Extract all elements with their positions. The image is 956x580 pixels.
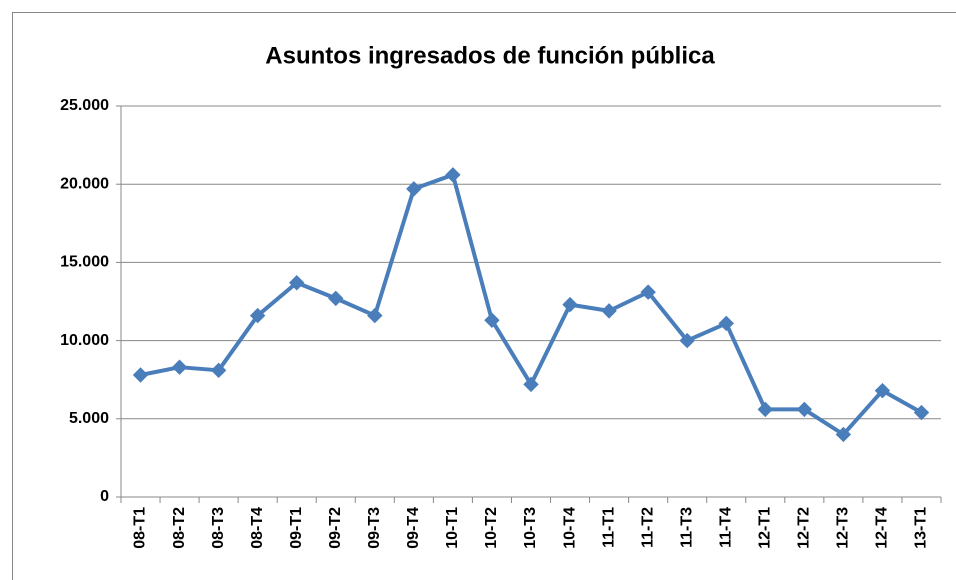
marker bbox=[171, 359, 188, 375]
x-tick-label: 08-T3 bbox=[210, 507, 227, 549]
marker bbox=[757, 401, 773, 418]
marker bbox=[601, 303, 617, 319]
x-tick-label: 08-T2 bbox=[171, 507, 188, 549]
x-tick-label: 10-T4 bbox=[561, 507, 578, 549]
marker bbox=[210, 362, 227, 379]
x-tick-label: 10-T3 bbox=[522, 507, 539, 549]
marker bbox=[367, 307, 383, 324]
marker bbox=[445, 167, 461, 183]
marker bbox=[249, 307, 266, 324]
y-tick-label: 10.000 bbox=[60, 332, 109, 349]
y-tick-label: 15.000 bbox=[60, 254, 109, 271]
marker bbox=[132, 367, 149, 383]
x-tick-label: 11-T2 bbox=[639, 507, 656, 548]
y-tick-label: 25.000 bbox=[60, 97, 109, 114]
x-tick-label: 08-T4 bbox=[249, 507, 266, 549]
y-tick-label: 0 bbox=[100, 488, 109, 505]
marker bbox=[835, 426, 852, 443]
x-tick-label: 10-T1 bbox=[444, 507, 461, 549]
x-tick-label: 11-T1 bbox=[600, 507, 617, 548]
marker bbox=[679, 332, 695, 349]
marker bbox=[913, 404, 930, 421]
x-tick-label: 13-T1 bbox=[913, 507, 930, 549]
x-tick-label: 12-T1 bbox=[757, 507, 774, 549]
x-tick-label: 09-T3 bbox=[366, 507, 383, 549]
marker bbox=[328, 290, 344, 307]
x-tick-label: 09-T1 bbox=[288, 507, 305, 549]
marker bbox=[796, 401, 813, 418]
x-tick-label: 12-T3 bbox=[835, 507, 852, 549]
x-tick-label: 11-T4 bbox=[717, 507, 734, 548]
marker bbox=[562, 296, 578, 313]
marker bbox=[289, 275, 305, 291]
marker bbox=[718, 315, 734, 332]
marker bbox=[874, 382, 891, 399]
chart-title: Asuntos ingresados de función pública bbox=[265, 42, 715, 69]
x-tick-label: 12-T4 bbox=[874, 507, 891, 549]
x-tick-label: 09-T4 bbox=[405, 507, 422, 549]
x-tick-label: 08-T1 bbox=[132, 507, 149, 549]
marker bbox=[406, 181, 422, 197]
x-tick-label: 11-T3 bbox=[678, 507, 695, 548]
marker bbox=[523, 376, 539, 393]
marker bbox=[484, 312, 500, 328]
marker bbox=[640, 284, 656, 300]
x-tick-label: 09-T2 bbox=[327, 507, 344, 549]
x-tick-label: 12-T2 bbox=[796, 507, 813, 549]
y-tick-label: 20.000 bbox=[60, 175, 109, 192]
x-tick-label: 10-T2 bbox=[483, 507, 500, 549]
y-tick-label: 5.000 bbox=[69, 410, 109, 427]
